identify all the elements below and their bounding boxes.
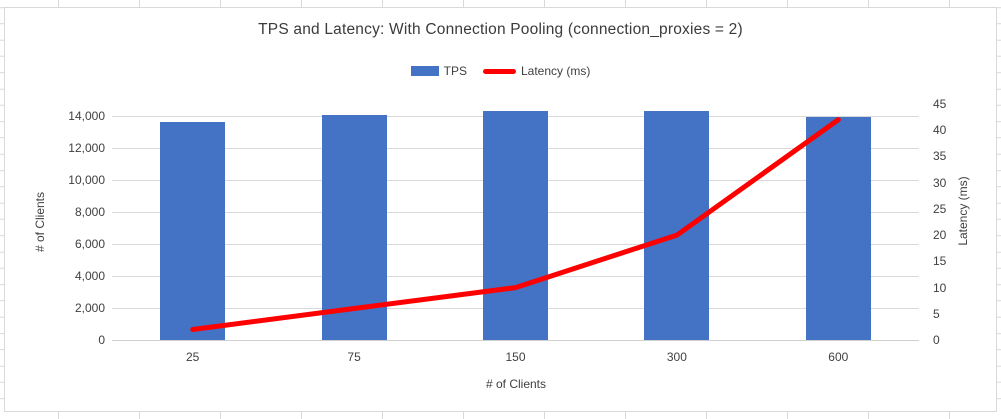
tps-bar [644, 110, 710, 340]
right-axis-tick-label: 35 [933, 149, 947, 164]
left-axis-tick-label: 14,000 [68, 108, 105, 123]
left-axis-tick-label: 12,000 [68, 140, 105, 155]
latency-line-series [190, 117, 841, 332]
x-axis-title: # of Clients [485, 377, 547, 391]
x-axis-line [112, 340, 919, 341]
tps-bar-swatch-icon [410, 66, 439, 76]
left-axis-tick-label: 2,000 [74, 300, 105, 315]
legend-item-latency: Latency (ms) [482, 64, 591, 78]
left-axis-tick-label: 0 [98, 333, 105, 347]
right-axis-tick-label: 40 [933, 123, 947, 138]
left-axis-tick-label: 6,000 [74, 236, 105, 251]
tps-bar [321, 114, 387, 340]
right-axis-tick-label: 25 [933, 201, 947, 216]
right-axis-tick-label: 5 [933, 306, 940, 321]
x-axis-tick-label: 150 [505, 350, 526, 364]
x-axis-tick-label: 600 [828, 350, 849, 364]
latency-line-swatch-icon [482, 68, 516, 74]
x-axis-tick-label: 300 [666, 350, 687, 364]
right-axis-tick-label: 10 [933, 280, 947, 295]
x-axis-tick-label: 25 [186, 350, 200, 364]
latency-line-path [190, 117, 841, 332]
right-axis-title: Latency (ms) [956, 176, 970, 246]
left-axis-title: # of Clients [33, 191, 47, 253]
right-axis-tick-label: 20 [933, 228, 947, 243]
chart-title: TPS and Latency: With Connection Pooling… [258, 21, 743, 38]
legend-label-latency: Latency (ms) [520, 64, 591, 78]
right-axis-tick-label: 0 [933, 333, 940, 347]
tps-bar [805, 117, 871, 340]
legend-item-tps: TPS [410, 64, 467, 78]
left-axis-tick-label: 4,000 [74, 268, 105, 283]
right-axis-tick-label: 30 [933, 175, 947, 190]
tps-bar [483, 110, 548, 340]
chart-legend: TPS Latency (ms) [5, 63, 996, 79]
right-axis-tick-label: 45 [933, 97, 947, 111]
legend-label-tps: TPS [443, 64, 467, 78]
chart-object: TPS and Latency: With Connection Pooling… [4, 7, 997, 412]
right-axis-tick-label: 15 [933, 254, 947, 269]
left-axis-tick-label: 8,000 [74, 204, 105, 219]
tps-bar [160, 121, 226, 340]
left-axis-tick-label: 10,000 [68, 172, 105, 187]
x-axis-tick-label: 75 [347, 350, 361, 364]
